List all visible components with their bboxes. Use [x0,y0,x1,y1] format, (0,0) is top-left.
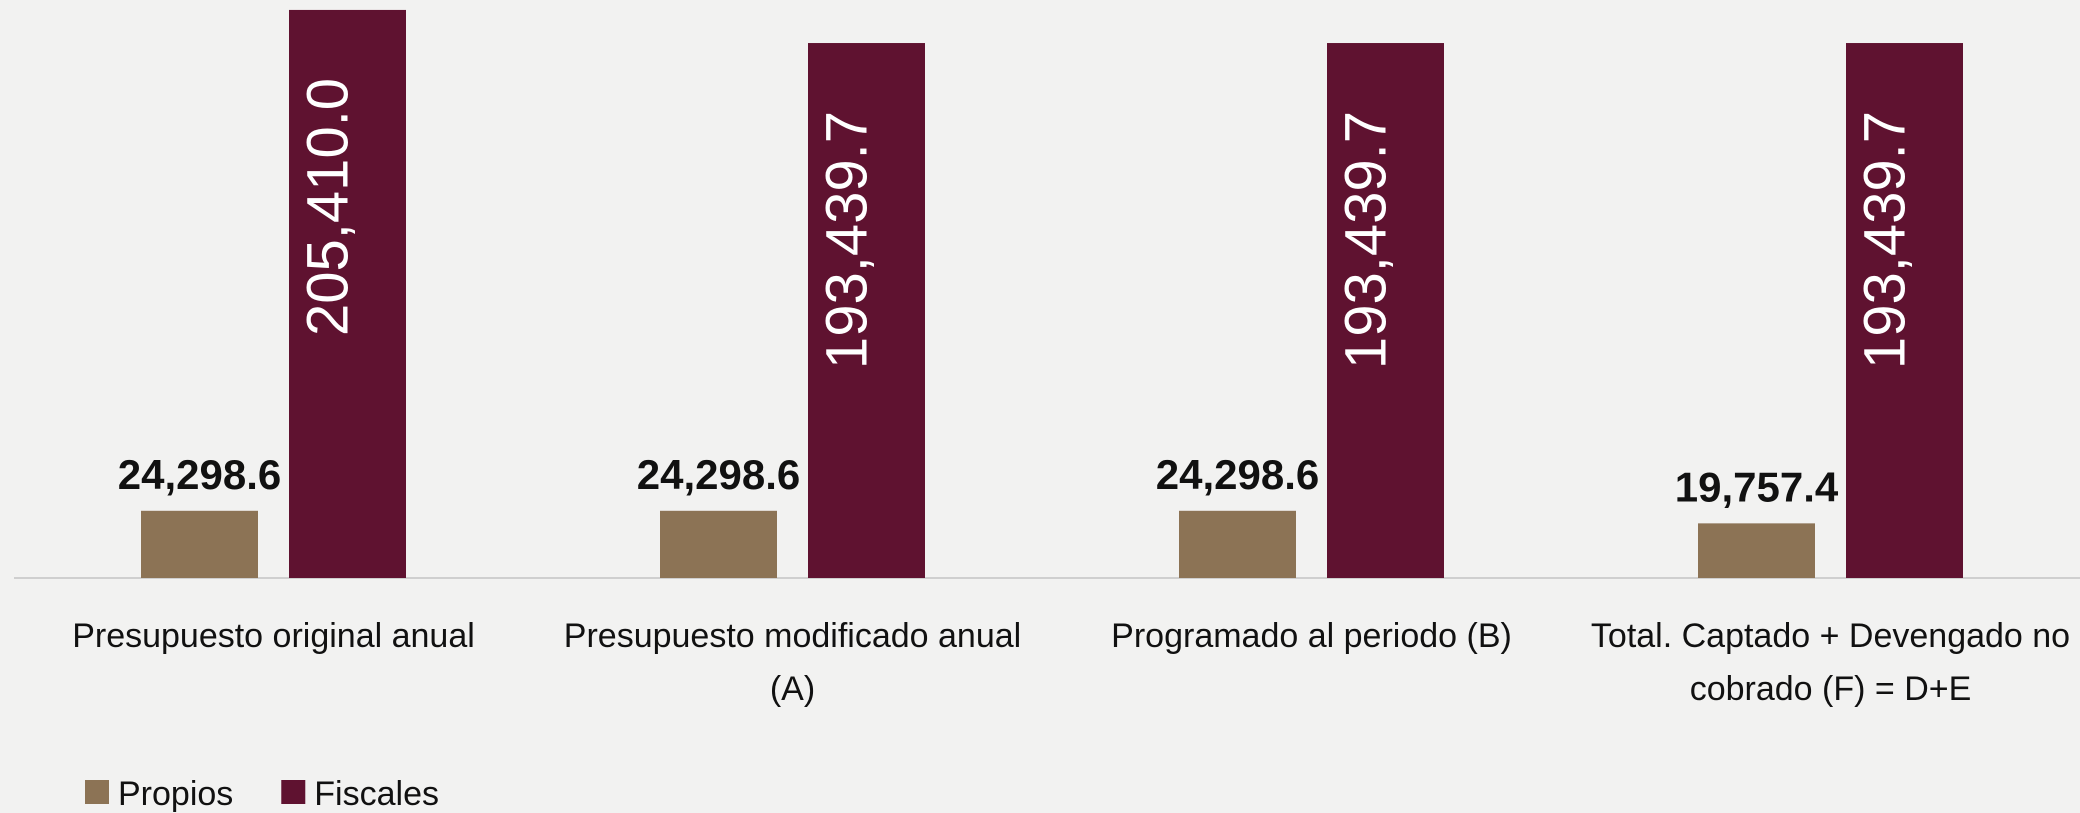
bar [141,510,258,578]
bar [1179,510,1296,578]
bar [1327,43,1444,579]
bar [1846,43,1963,579]
legend-label: Fiscales [314,775,439,813]
value-label: 205,410.0 [296,78,361,336]
value-label: 24,298.6 [1156,451,1320,498]
value-label: 193,439.7 [1334,111,1399,369]
bar [1698,523,1815,578]
x-tick-label: Programado al periodo (B) [1111,617,1512,655]
legend-label: Propios [118,775,233,813]
bar [660,510,777,578]
value-label: 24,298.6 [118,451,282,498]
x-tick-label: Total. Captado + Devengado no cobrado (F… [1590,617,2071,708]
value-label: 193,439.7 [1853,111,1918,369]
bar [808,43,925,579]
legend-swatch [281,780,306,804]
value-label: 24,298.6 [637,451,801,498]
value-label: 193,439.7 [815,111,880,369]
value-label: 19,757.4 [1675,463,1839,510]
legend-swatch [85,780,109,804]
bar [289,9,406,578]
x-tick-label: Presupuesto original anual [72,617,475,655]
x-tick-label: Presupuesto modificado anual (A) [563,617,1022,708]
